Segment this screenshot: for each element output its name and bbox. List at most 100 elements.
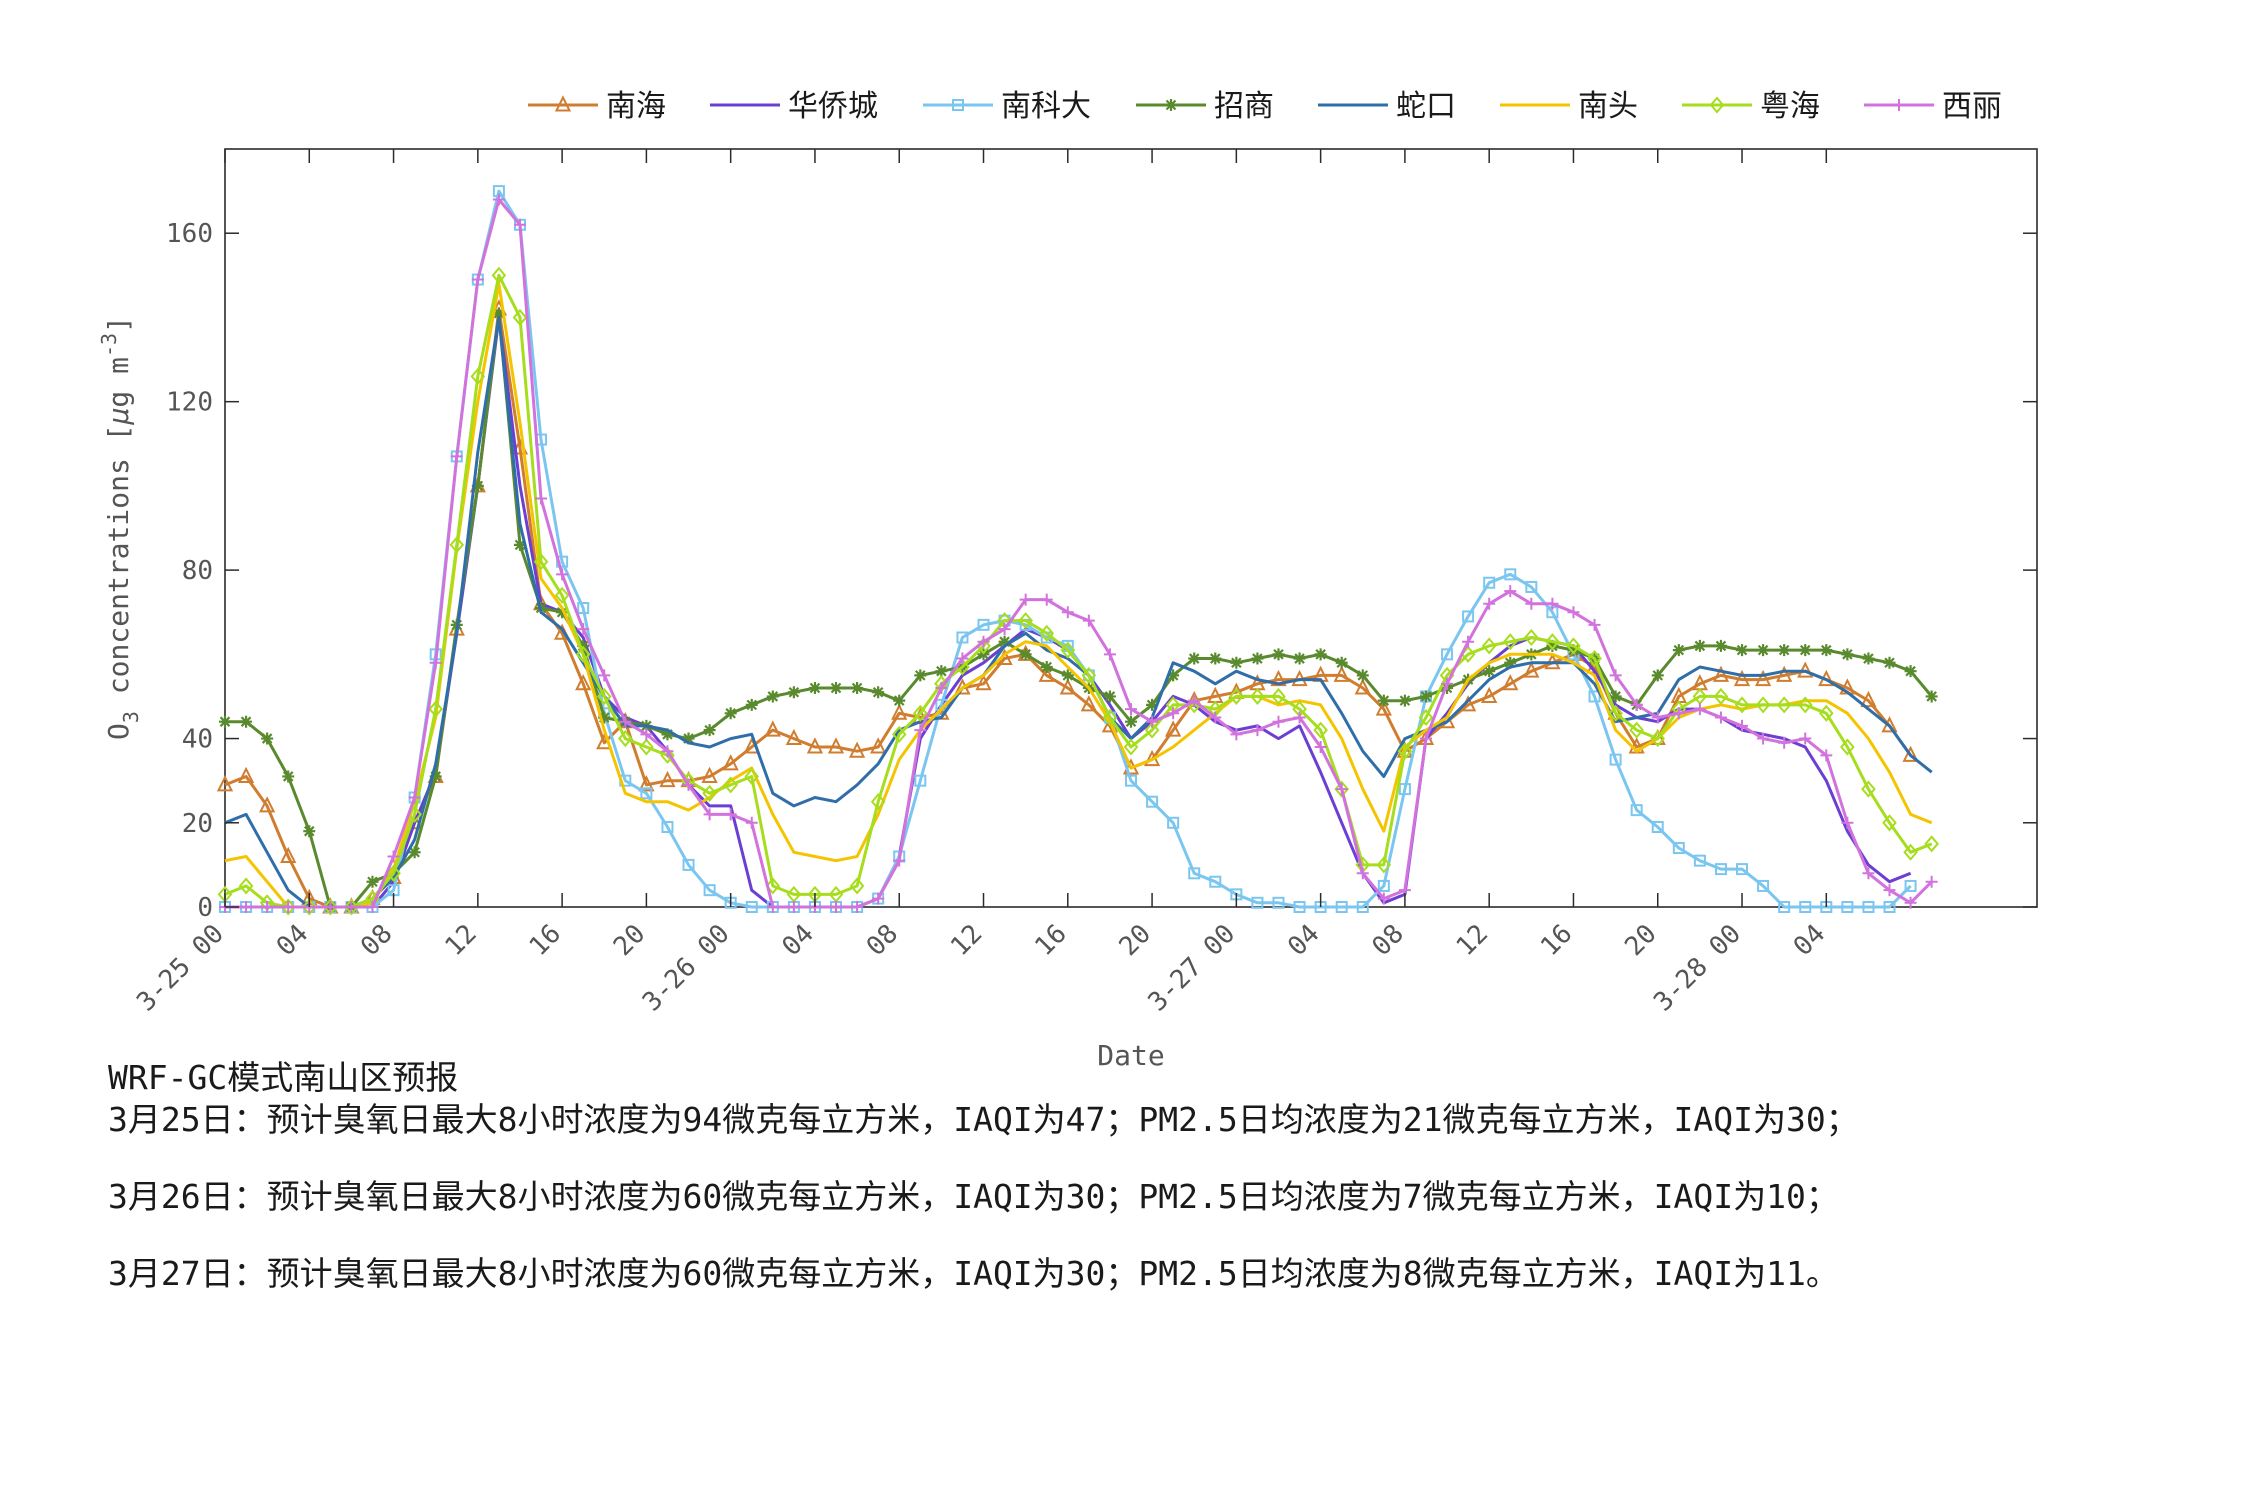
data-point [238, 877, 254, 895]
data-point [977, 635, 990, 648]
data-point [345, 901, 358, 913]
data-point [639, 738, 654, 756]
data-point [1651, 711, 1664, 724]
data-point [1209, 875, 1222, 888]
data-point [1080, 695, 1097, 712]
data-point [428, 700, 444, 718]
data-point [1902, 745, 1919, 762]
data-point [1797, 696, 1813, 714]
data-point [1545, 633, 1560, 651]
data-point [1146, 715, 1159, 728]
data-point [1883, 884, 1896, 897]
y-tick-label: 120 [166, 388, 213, 418]
data-point [703, 808, 716, 821]
data-point [1925, 690, 1938, 703]
data-point [1144, 721, 1160, 739]
data-point [1651, 669, 1664, 682]
data-point [1778, 644, 1791, 657]
x-tick-label: 08 [355, 919, 398, 962]
x-tick-label: 12 [1451, 919, 1494, 962]
data-point [1419, 690, 1432, 703]
legend-label: 蛇口 [1396, 89, 1456, 124]
x-tick-label: 04 [1788, 919, 1831, 962]
data-point [935, 682, 948, 695]
data-point [533, 553, 549, 571]
x-axis-title: Date [1097, 1039, 1164, 1072]
data-point [1757, 879, 1770, 892]
y-tick-label: 0 [197, 893, 213, 923]
forecast-day-1: 3月25日：预计臭氧日最大8小时浓度为94微克每立方米，IAQI为47；PM2.… [108, 1100, 1859, 1139]
data-point [1693, 703, 1706, 716]
data-point [303, 825, 316, 838]
series-line [224, 315, 1933, 909]
data-point [745, 816, 758, 829]
data-point [1313, 721, 1328, 739]
legend-item-2: 华侨城 [710, 89, 878, 124]
x-tick-label: 20 [1114, 919, 1157, 962]
data-point [1841, 648, 1854, 661]
data-point [387, 850, 400, 863]
data-point [1059, 678, 1076, 695]
x-tick-label: 12 [439, 919, 482, 962]
legend-label: 南头 [1578, 89, 1638, 124]
data-point [1167, 707, 1180, 720]
legend-item-4: 招商 [1136, 89, 1274, 124]
data-point [682, 778, 695, 791]
y-tick-label: 40 [182, 725, 213, 755]
data-point [1398, 783, 1411, 796]
data-point [1082, 614, 1095, 627]
data-point [324, 901, 337, 913]
data-point [1820, 749, 1833, 762]
data-point [1125, 715, 1137, 728]
data-point [975, 674, 992, 691]
data-point [1483, 576, 1496, 589]
legend-label: 华侨城 [788, 89, 878, 124]
data-point [998, 623, 1011, 636]
forecast-summary: WRF-GC模式南山区预报 3月25日：预计臭氧日最大8小时浓度为94微克每立方… [108, 1058, 2208, 1331]
data-point [1609, 669, 1622, 682]
data-point [1736, 863, 1749, 876]
x-tick-label: 20 [1619, 919, 1662, 962]
data-point [1862, 901, 1875, 913]
data-point [1251, 724, 1264, 737]
forecast-day-2: 3月26日：预计臭氧日最大8小时浓度为60微克每立方米，IAQI为30；PM2.… [108, 1177, 1839, 1216]
data-point [1397, 742, 1413, 760]
data-point [956, 631, 969, 644]
data-point [577, 623, 590, 636]
data-point [240, 715, 253, 728]
data-point [1103, 690, 1116, 703]
data-point [596, 687, 612, 705]
data-point [429, 770, 442, 783]
data-point [1125, 703, 1137, 716]
data-point [1335, 901, 1348, 913]
data-point [1841, 901, 1854, 913]
series-6 [224, 282, 1933, 909]
data-point [1546, 639, 1559, 652]
data-point [1293, 652, 1306, 665]
data-point [1924, 835, 1939, 853]
data-point [1502, 674, 1519, 691]
data-point [1354, 678, 1371, 695]
data-point [619, 715, 632, 728]
data-point [1523, 661, 1540, 678]
data-point [261, 901, 274, 913]
data-point [682, 858, 695, 871]
data-point [598, 711, 611, 724]
data-point [1377, 892, 1390, 905]
data-point [1081, 666, 1097, 684]
data-point [1840, 738, 1855, 756]
y-tick-label: 160 [166, 219, 213, 249]
data-point [1167, 816, 1180, 829]
data-point [891, 725, 907, 743]
data-point [1567, 644, 1580, 657]
data-point [1546, 597, 1559, 610]
data-point [1776, 665, 1793, 682]
series-line [225, 311, 1933, 909]
legend-label: 招商 [1214, 89, 1274, 124]
data-point [1061, 606, 1074, 619]
data-point [661, 745, 674, 758]
data-point [1504, 656, 1517, 669]
legend-label: 粤海 [1760, 89, 1820, 124]
data-point [1377, 879, 1390, 892]
